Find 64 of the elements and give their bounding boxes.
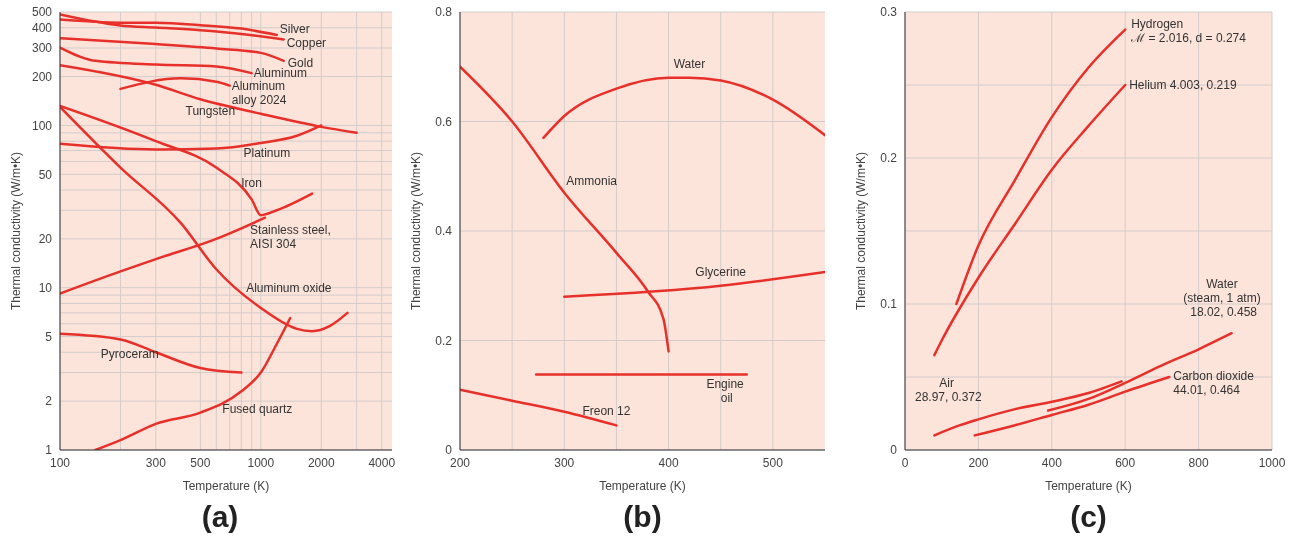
x-axis-title: Temperature (K) — [182, 479, 270, 493]
y-tick-label: 20 — [38, 232, 53, 247]
series-label: Ammonia — [566, 173, 618, 188]
series-label: Hydrogen ℳ = 2.016, d = 0.274 — [1130, 16, 1247, 45]
text: (a) — [200, 500, 240, 534]
x-tick-label: 1000 — [247, 455, 275, 470]
x-axis-title: Temperature (K) — [599, 479, 686, 493]
x-tick-label: 200 — [449, 455, 471, 470]
series-label: Copper — [286, 36, 327, 51]
series-label: Platinum — [243, 145, 291, 160]
text: (b) — [622, 500, 663, 534]
y-axis-title: Thermal conductivity (W/m•K) — [854, 151, 869, 311]
x-tick-label: 400 — [658, 455, 679, 470]
series-label: Carbon dioxide 44.01, 0.464 — [1173, 369, 1258, 397]
y-tick-label: 2 — [45, 394, 53, 409]
series-label: Iron — [241, 176, 262, 191]
series-label: Fused quartz — [222, 402, 293, 417]
y-tick-label: 0.1 — [880, 297, 898, 312]
x-tick-label: 1000 — [1258, 455, 1286, 470]
y-tick-label: 0.3 — [880, 5, 898, 20]
x-tick-label: 200 — [968, 455, 989, 470]
y-tick-label: 500 — [31, 5, 53, 20]
series-label: Silver — [279, 21, 310, 36]
series-label: Air 28.97, 0.372 — [914, 376, 983, 405]
series-label: Aluminum alloy 2024 — [231, 78, 289, 107]
y-tick-label: 5 — [45, 329, 53, 344]
x-tick-label: 800 — [1188, 455, 1209, 470]
x-tick-label: 4000 — [368, 455, 396, 470]
x-tick-label: 0 — [901, 455, 909, 470]
x-tick-label: 500 — [762, 455, 784, 470]
series-label: Helium 4.003, 0.219 — [1129, 78, 1237, 92]
series-label: Tungsten — [185, 104, 236, 119]
text: Water (steam, 1 atm) 18.02, 0.458 — [1183, 277, 1264, 320]
y-tick-label: 0.6 — [435, 114, 453, 129]
y-tick-label: 200 — [31, 69, 53, 84]
y-tick-label: 50 — [38, 167, 53, 182]
text: (c) — [1069, 500, 1108, 534]
series-label: Water — [673, 56, 706, 71]
x-tick-label: 2000 — [307, 455, 335, 470]
y-tick-label: 0.2 — [880, 151, 898, 166]
x-tick-label: 300 — [145, 455, 167, 470]
x-tick-label: 400 — [1041, 455, 1063, 470]
x-tick-label: 600 — [1115, 455, 1136, 470]
y-tick-label: 400 — [31, 20, 53, 35]
y-tick-label: 0.4 — [435, 224, 453, 239]
y-tick-label: 100 — [31, 118, 53, 133]
series-label: Freon 12 — [582, 404, 631, 419]
series-label: Stainless steel, AISI 304 — [250, 222, 335, 251]
y-tick-label: 300 — [31, 41, 53, 56]
y-tick-label: 10 — [38, 280, 53, 295]
y-tick-label: 1 — [45, 443, 53, 458]
y-tick-label: 0.8 — [435, 5, 453, 20]
series-label: Aluminum oxide — [246, 280, 332, 295]
series-label: Glycerine — [695, 264, 747, 279]
series-label: Engine oil — [706, 377, 748, 406]
x-axis-title: Temperature (K) — [1045, 479, 1132, 493]
y-tick-label: 0.2 — [435, 333, 453, 348]
y-tick-label: 0 — [890, 443, 898, 458]
y-tick-label: 0 — [445, 443, 453, 458]
y-axis-title: Thermal conductivity (W/m•K) — [9, 151, 24, 311]
series-label: Pyroceram — [100, 347, 159, 362]
x-tick-label: 500 — [190, 455, 211, 470]
y-axis-title: Thermal conductivity (W/m•K) — [409, 151, 424, 311]
x-tick-label: 300 — [554, 455, 575, 470]
